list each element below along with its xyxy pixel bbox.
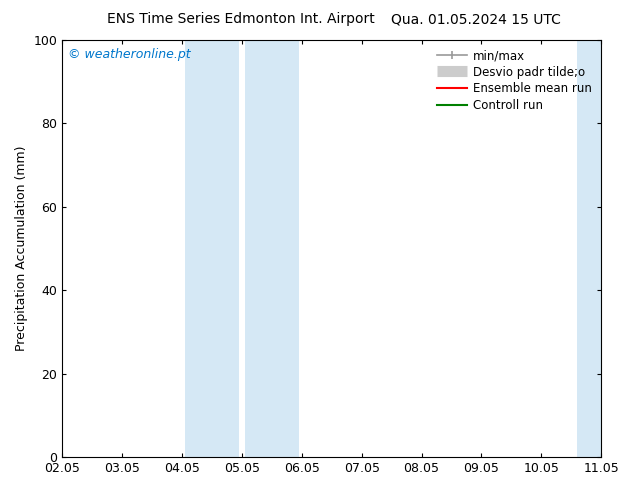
- Legend: min/max, Desvio padr tilde;o, Ensemble mean run, Controll run: min/max, Desvio padr tilde;o, Ensemble m…: [434, 46, 595, 115]
- Bar: [245, 40, 299, 457]
- Text: Qua. 01.05.2024 15 UTC: Qua. 01.05.2024 15 UTC: [391, 12, 560, 26]
- Bar: [185, 40, 239, 457]
- Bar: [613, 40, 634, 457]
- Bar: [577, 40, 607, 457]
- Text: ENS Time Series Edmonton Int. Airport: ENS Time Series Edmonton Int. Airport: [107, 12, 375, 26]
- Y-axis label: Precipitation Accumulation (mm): Precipitation Accumulation (mm): [15, 146, 28, 351]
- Text: © weatheronline.pt: © weatheronline.pt: [68, 48, 190, 61]
